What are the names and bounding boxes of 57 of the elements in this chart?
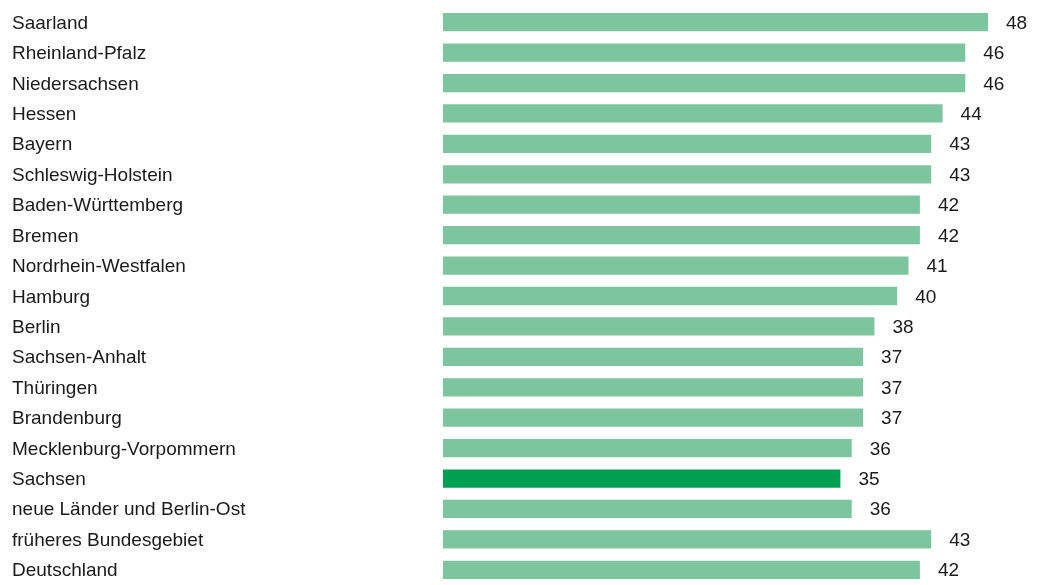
data-label: 43 [949,133,971,155]
y-tick-label: Bremen [12,224,79,246]
y-tick-label: Hamburg [12,285,91,307]
y-tick-label: Hessen [12,102,77,124]
y-tick-label: Brandenburg [12,407,122,429]
bar [443,469,841,488]
data-label: 42 [937,224,960,246]
data-label: 37 [881,376,903,398]
bar [443,13,988,32]
y-tick-label: Bayern [12,133,73,155]
data-label: 46 [983,42,1005,64]
bar [443,530,932,549]
data-label: 46 [983,72,1005,94]
bar [443,560,920,579]
bar [443,408,864,427]
data-label: 37 [881,346,903,368]
bar [443,73,966,93]
y-tick-label: Sachsen [12,468,86,490]
y-tick-label: Niedersachsen [12,72,139,94]
data-label: 41 [926,255,948,277]
bar [443,165,932,184]
data-label: 37 [881,407,903,429]
data-label: 35 [858,468,880,490]
bar [443,347,864,366]
data-label: 36 [869,498,891,520]
y-tick-label: Rheinland-Pfalz [12,42,147,64]
bar [443,195,920,214]
y-tick-label: Deutschland [12,559,118,581]
bar [443,438,852,458]
bar [443,499,852,519]
y-tick-label: Saarland [12,11,89,33]
bar [443,286,898,306]
bar [443,104,943,123]
bar [443,134,932,154]
y-tick-label: Schleswig-Holstein [12,163,173,185]
bar [443,378,864,397]
bar [443,43,966,62]
data-label: 42 [937,559,960,581]
data-label: 38 [892,315,914,337]
y-tick-label: Sachsen-Anhalt [12,346,147,368]
y-tick-label: neue Länder und Berlin-Ost [12,498,247,520]
data-label: 42 [937,194,960,216]
y-tick-label: früheres Bundesgebiet [12,528,204,550]
data-label: 44 [960,102,983,124]
data-label: 36 [869,437,891,459]
y-tick-label: Mecklenburg-Vorpommern [12,437,236,459]
y-tick-label: Thüringen [12,376,98,398]
y-tick-label: Baden-Württemberg [12,194,184,216]
bar [443,256,909,275]
data-label: 40 [915,285,937,307]
data-label: 43 [949,528,971,550]
bar [443,317,875,336]
y-tick-label: Berlin [12,315,61,337]
bar [443,226,920,245]
data-label: 43 [949,163,971,185]
data-label: 48 [1006,11,1028,33]
y-tick-label: Nordrhein-Westfalen [12,255,186,277]
